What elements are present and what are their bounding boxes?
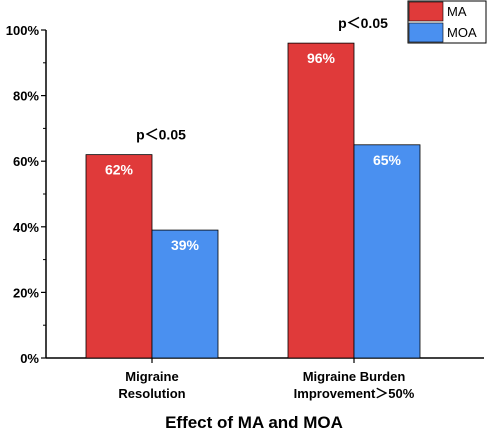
legend-swatch-ma: [408, 1, 444, 22]
legend-label: MA: [447, 4, 467, 19]
data-label: 96%: [307, 50, 336, 66]
y-tick-label: 100%: [6, 23, 40, 38]
bar-moa: [151, 229, 219, 359]
data-label: 65%: [373, 152, 402, 168]
significance-label: p＜0.05: [136, 127, 186, 143]
legend: MA MOA: [407, 0, 487, 44]
data-label: 62%: [105, 162, 134, 178]
y-tick-label: 20%: [13, 285, 39, 300]
significance-labels: p＜0.05 p＜0.05: [136, 15, 388, 143]
category-label: Resolution: [118, 386, 185, 401]
category-label: Migraine: [125, 369, 178, 384]
y-axis-ticks: 0% 20% 40% 60% 80% 100%: [6, 23, 46, 366]
category-labels: Migraine Resolution Migraine Burden Improve…: [118, 358, 415, 401]
y-tick-label: 0%: [20, 351, 39, 366]
bar-moa: [353, 144, 421, 359]
significance-label: p＜0.05: [338, 15, 388, 31]
bars: 62% 39% 96% 65%: [85, 42, 421, 359]
y-tick-label: 80%: [13, 89, 39, 104]
chart-title: Effect of MA and MOA: [165, 413, 343, 432]
bar-ma: [85, 154, 153, 359]
bar-ma: [287, 42, 355, 359]
data-label: 39%: [171, 237, 200, 253]
category-label: Migraine Burden: [303, 369, 406, 384]
category-label: Improvement＞50%: [294, 386, 415, 401]
y-tick-label: 40%: [13, 220, 39, 235]
legend-swatch-moa: [408, 22, 444, 43]
y-tick-label: 60%: [13, 154, 39, 169]
legend-label: MOA: [447, 25, 477, 40]
